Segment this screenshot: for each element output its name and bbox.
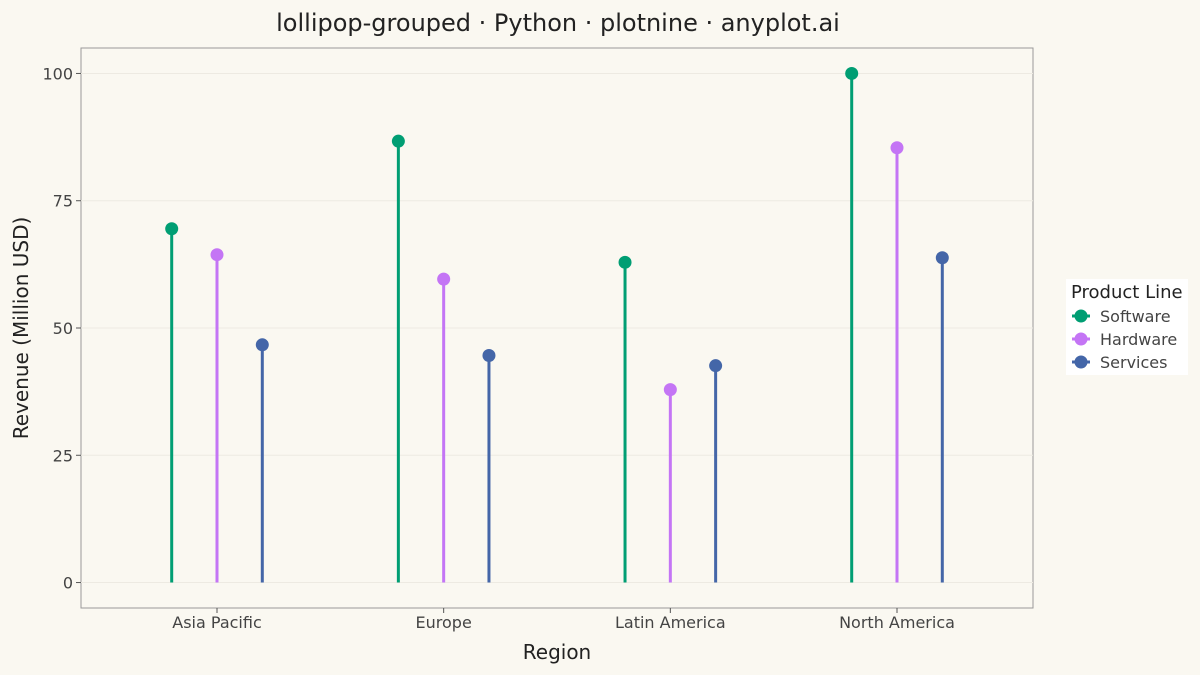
legend-label: Hardware: [1100, 330, 1177, 349]
x-tick-label: Latin America: [615, 613, 726, 632]
lollipop-dot: [255, 338, 269, 352]
y-axis: 0 25 50 75 100: [42, 64, 81, 593]
y-tick-label: 100: [42, 64, 73, 83]
lollipop-dot: [935, 251, 949, 265]
y-tick-label: 50: [53, 319, 73, 338]
x-tick-label: Asia Pacific: [172, 613, 261, 632]
legend-key-dot: [1074, 309, 1088, 323]
legend-key-dot: [1074, 355, 1088, 369]
lollipop-dot: [210, 248, 224, 262]
lollipop-dot: [845, 66, 859, 80]
lollipop-dot: [391, 134, 405, 148]
lollipop-dot: [618, 255, 632, 269]
legend-key-dot: [1074, 332, 1088, 346]
legend: Product Line Software Hardware Services: [1066, 279, 1188, 375]
legend-title: Product Line: [1071, 282, 1183, 303]
lollipop-marks: [165, 66, 949, 583]
lollipop-dot: [890, 141, 904, 155]
lollipop-dot: [165, 222, 179, 236]
legend-label: Services: [1100, 353, 1167, 372]
lollipop-dot: [663, 383, 677, 397]
y-axis-title: Revenue (Million USD): [9, 217, 33, 440]
x-axis-title: Region: [523, 640, 591, 664]
gridlines: [81, 72, 1033, 584]
y-tick-label: 25: [53, 446, 73, 465]
x-tick-label: Europe: [416, 613, 472, 632]
x-axis: Asia Pacific Europe Latin America North Ame…: [172, 608, 955, 632]
legend-items: Software Hardware Services: [1072, 307, 1177, 372]
lollipop-dot: [709, 359, 723, 373]
y-tick-label: 75: [53, 192, 73, 211]
x-tick-label: North America: [839, 613, 955, 632]
lollipop-dot: [482, 348, 496, 362]
legend-label: Software: [1100, 307, 1171, 326]
chart-title: lollipop-grouped · Python · plotnine · a…: [276, 9, 840, 37]
y-tick-label: 0: [63, 574, 73, 593]
lollipop-dot: [437, 272, 451, 286]
